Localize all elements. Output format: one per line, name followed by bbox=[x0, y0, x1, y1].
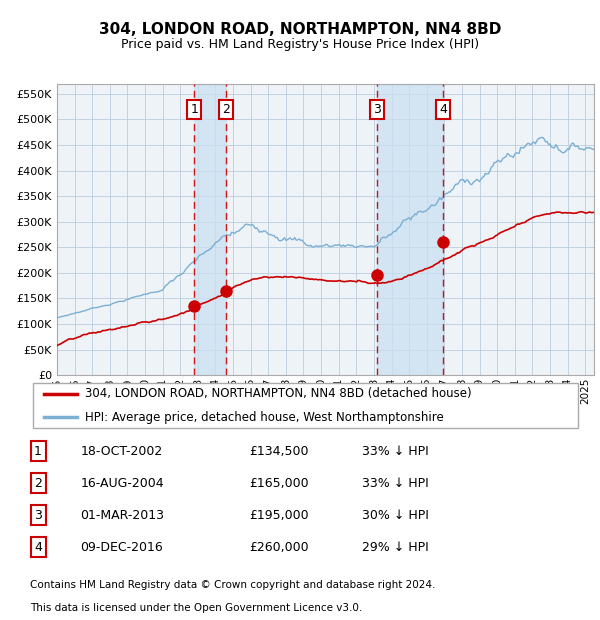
Text: This data is licensed under the Open Government Licence v3.0.: This data is licensed under the Open Gov… bbox=[29, 603, 362, 613]
Text: 1: 1 bbox=[34, 445, 42, 458]
Text: Contains HM Land Registry data © Crown copyright and database right 2024.: Contains HM Land Registry data © Crown c… bbox=[29, 580, 435, 590]
Text: 2: 2 bbox=[222, 103, 230, 116]
Text: 09-DEC-2016: 09-DEC-2016 bbox=[80, 541, 163, 554]
Text: Price paid vs. HM Land Registry's House Price Index (HPI): Price paid vs. HM Land Registry's House … bbox=[121, 38, 479, 51]
Text: 30% ↓ HPI: 30% ↓ HPI bbox=[362, 509, 429, 522]
Text: 1: 1 bbox=[190, 103, 198, 116]
Text: 33% ↓ HPI: 33% ↓ HPI bbox=[362, 477, 429, 490]
Text: £165,000: £165,000 bbox=[250, 477, 309, 490]
Text: 33% ↓ HPI: 33% ↓ HPI bbox=[362, 445, 429, 458]
FancyBboxPatch shape bbox=[33, 383, 578, 428]
Text: 01-MAR-2013: 01-MAR-2013 bbox=[80, 509, 164, 522]
Text: 4: 4 bbox=[439, 103, 447, 116]
Text: 18-OCT-2002: 18-OCT-2002 bbox=[80, 445, 163, 458]
Text: £260,000: £260,000 bbox=[250, 541, 309, 554]
Text: 304, LONDON ROAD, NORTHAMPTON, NN4 8BD (detached house): 304, LONDON ROAD, NORTHAMPTON, NN4 8BD (… bbox=[85, 388, 472, 401]
Text: 2: 2 bbox=[34, 477, 42, 490]
Text: 29% ↓ HPI: 29% ↓ HPI bbox=[362, 541, 429, 554]
Text: £195,000: £195,000 bbox=[250, 509, 309, 522]
Text: 3: 3 bbox=[34, 509, 42, 522]
Text: £134,500: £134,500 bbox=[250, 445, 309, 458]
Text: HPI: Average price, detached house, West Northamptonshire: HPI: Average price, detached house, West… bbox=[85, 410, 444, 423]
Text: 304, LONDON ROAD, NORTHAMPTON, NN4 8BD: 304, LONDON ROAD, NORTHAMPTON, NN4 8BD bbox=[99, 22, 501, 37]
Bar bbox=[377, 84, 443, 375]
Text: 4: 4 bbox=[34, 541, 42, 554]
Text: 3: 3 bbox=[373, 103, 381, 116]
Bar bbox=[194, 84, 226, 375]
Text: 16-AUG-2004: 16-AUG-2004 bbox=[80, 477, 164, 490]
